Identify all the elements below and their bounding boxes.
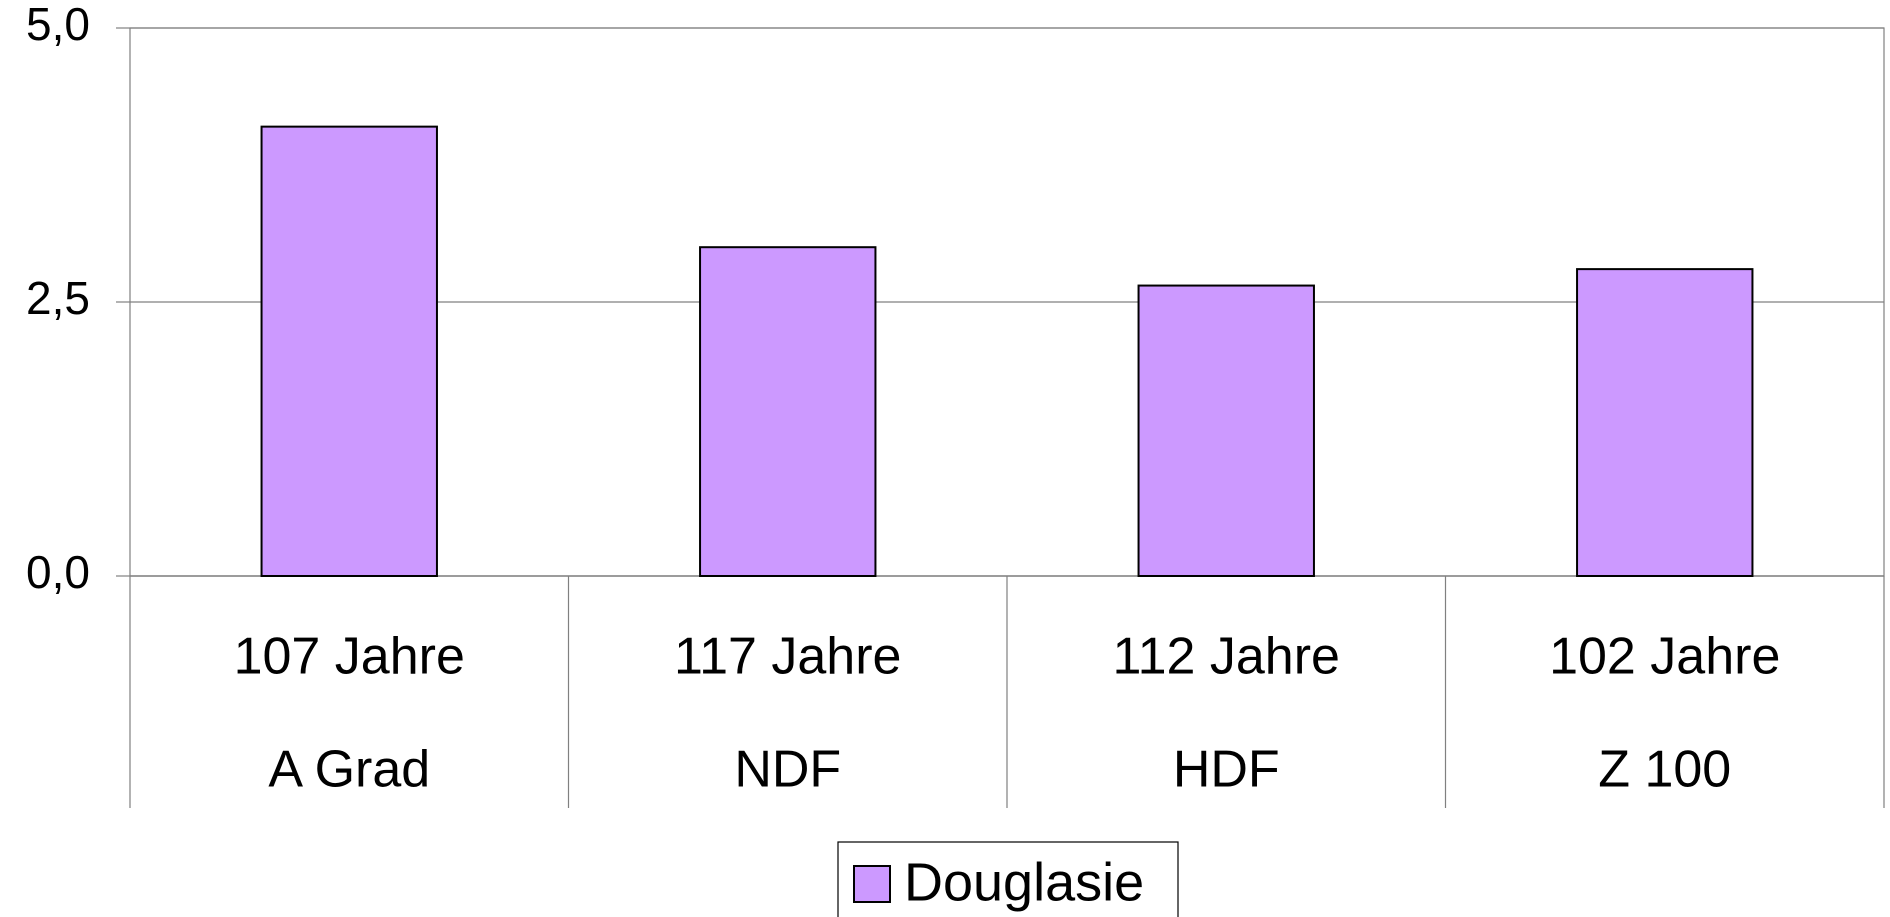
legend-swatch (853, 865, 891, 903)
legend-box (837, 841, 1179, 917)
bar (1576, 268, 1754, 577)
x-tick-label: A Grad (268, 741, 430, 799)
x-tick-label: 102 Jahre (1549, 628, 1780, 686)
x-tick-label: NDF (734, 741, 841, 799)
x-tick-label: Z 100 (1598, 741, 1731, 799)
bar (699, 246, 877, 577)
x-tick-label: 117 Jahre (674, 628, 901, 686)
bar (260, 125, 438, 577)
legend-label: Douglasie (904, 852, 1144, 912)
x-tick-label: 112 Jahre (1113, 628, 1340, 686)
y-tick-label: 0,0 (26, 546, 90, 598)
bar (1137, 284, 1315, 577)
y-tick-label: 2,5 (26, 272, 90, 324)
x-tick-label: 107 Jahre (234, 628, 465, 686)
y-tick-label: 5,0 (26, 0, 90, 50)
x-tick-label: HDF (1173, 741, 1280, 799)
